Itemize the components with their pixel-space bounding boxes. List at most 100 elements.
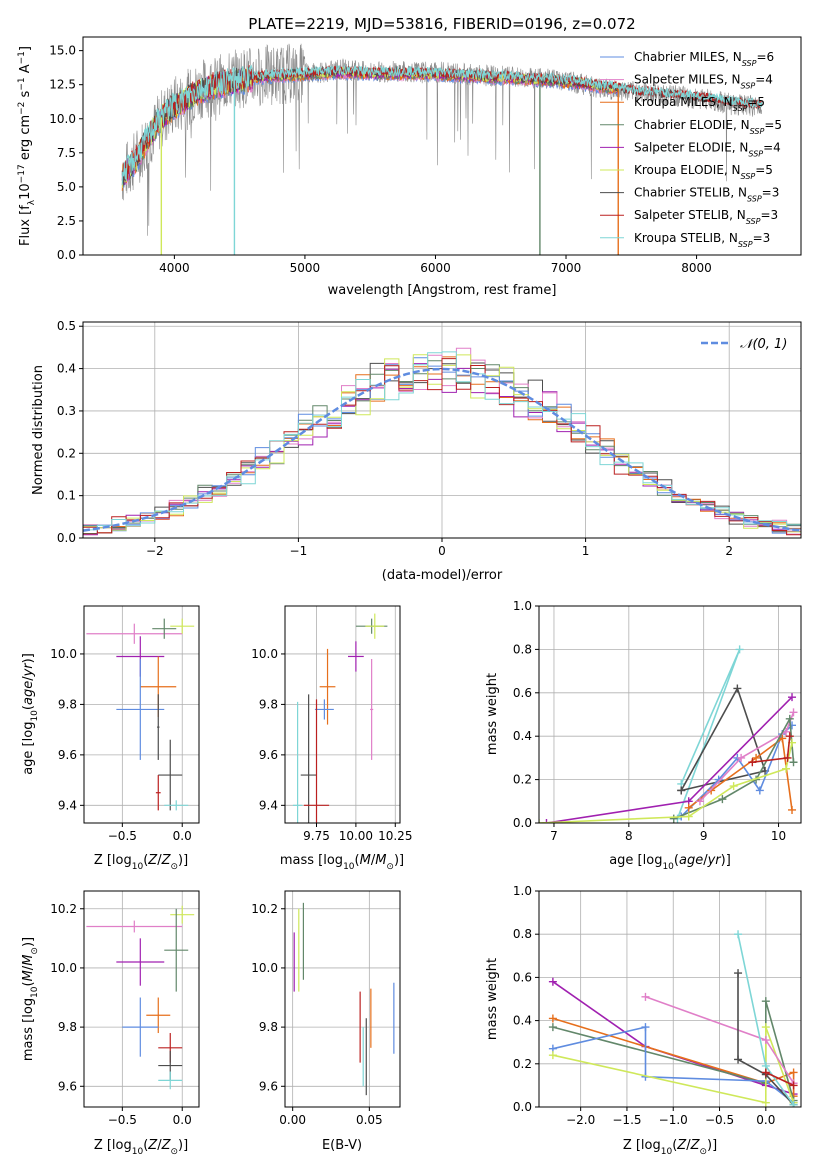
y-tick-label: 9.8 [58, 697, 77, 711]
errorbar-point [348, 641, 364, 672]
massweight-marker [735, 645, 744, 654]
x-tick-label: −0.5 [108, 1113, 137, 1127]
massweight-marker [684, 812, 693, 821]
y-tick-label: 10.0 [50, 647, 77, 661]
y-tick-label: 10.0 [251, 961, 278, 975]
legend-subscript: SSP [738, 239, 753, 248]
massweight-vs-age-panel: 7 8 9 10 0.0 0.2 0.4 0.6 0.8 1.0 age [log10(age/y… [485, 599, 802, 872]
massweight-marker [789, 1068, 798, 1077]
massweight-vs-metallicity-panel: −2.0 −1.5 −1.0 −0.5 0.0 0.0 0.2 0.4 0.6 0.8 1.0 Z … [485, 884, 802, 1157]
x-tick-label: 9.75 [303, 829, 330, 843]
massweight-marker [788, 805, 797, 814]
mass-vs-extinction-panel: 0.00 0.05 9.6 9.8 10.0 10.2 E(B-V) [251, 890, 401, 1153]
errorbar-point [158, 739, 183, 811]
y-tick-label: 9.6 [259, 1079, 278, 1093]
x-tick-label: −0.5 [705, 1113, 734, 1127]
y-tick-label: 0.0 [57, 531, 76, 545]
errorbar-point [292, 701, 303, 823]
x-tick-label: 0.05 [356, 1113, 383, 1127]
massweight-vs-age-frame [538, 605, 802, 824]
legend-value: =5 [755, 163, 773, 177]
y-tick-label: 0.4 [513, 729, 532, 743]
massweight-marker [734, 1055, 743, 1064]
massweight-marker [641, 992, 650, 1001]
errorbar-point [86, 920, 183, 933]
mass-vs-Z-axes: −0.5 0.0 9.6 9.8 10.0 10.2 [50, 902, 191, 1127]
errorbar-point [152, 618, 177, 639]
massweight-marker [684, 803, 693, 812]
massweight-vs-age-ylabel: mass weight [485, 673, 500, 755]
y-tick-label: 0.2 [57, 446, 76, 460]
x-tick-label: 5000 [290, 261, 321, 275]
legend-value: =6 [756, 50, 774, 64]
massweight-vs-metallicity-ylabel: mass weight [485, 958, 500, 1040]
errorbar-point [157, 694, 160, 760]
mass-vs-metallicity-xlabel: Z [log10(Z/Z⊙)] [94, 1138, 188, 1157]
massweight-marker [641, 1023, 650, 1032]
massweight-marker [733, 684, 742, 693]
y-tick-label: 0.2 [513, 773, 532, 787]
x-tick-label: 0.00 [279, 1113, 306, 1127]
massweight-marker [789, 1100, 798, 1107]
model-spectrum-line [121, 64, 763, 186]
mass-vs-metallicity-frame [83, 890, 200, 1108]
legend-value: =3 [762, 186, 780, 200]
figure-title: PLATE=2219, MJD=53816, FIBERID=0196, z=0… [248, 15, 635, 33]
errorbar-point [116, 938, 165, 986]
massweight-marker [789, 1081, 798, 1090]
errorbar-point [170, 905, 195, 924]
legend-subscript: SSP [741, 81, 756, 90]
massweight-marker [761, 1068, 770, 1077]
spectrum-panel: 4000 5000 6000 7000 8000 0.0 2.5 5.0 7.5 10.0 12.5… [17, 36, 802, 298]
y-tick-label: 0.6 [513, 970, 532, 984]
y-tick-label: 0.6 [513, 686, 532, 700]
age-vs-Z-axes: −0.5 0.0 9.4 9.6 9.8 10.0 [50, 647, 191, 843]
spectrum-ylabel: Flux [fλ10−17 erg cm−2 s−1 A−1] [17, 46, 37, 246]
errorbar-point [158, 1071, 183, 1090]
y-tick-label: 9.4 [58, 798, 77, 812]
x-tick-label: 8 [625, 829, 633, 843]
errorbar-point [86, 623, 183, 644]
spectrum-frame [82, 36, 802, 256]
normal-curve-legend-label: 𝒩(0, 1) [740, 337, 787, 352]
mass-vs-EBV-axes: 0.00 0.05 9.6 9.8 10.0 10.2 [251, 902, 382, 1127]
y-tick-label: 0.4 [57, 362, 76, 376]
massweight-line [680, 686, 767, 792]
massweight-vs-Z-plot-area [539, 891, 801, 1107]
mass-vs-extinction-frame [284, 890, 401, 1108]
massweight-marker [548, 1014, 557, 1023]
residuals-axes: −2 −1 0 1 2 0.0 0.1 0.2 0.3 0.4 0.5 [57, 319, 733, 558]
age-vs-mass-frame [284, 605, 401, 824]
massweight-marker [548, 1051, 557, 1060]
massweight-line [737, 973, 795, 1106]
x-tick-label: 0 [438, 544, 446, 558]
age-vs-Z-plot-area [84, 606, 199, 823]
y-tick-label: 0.0 [513, 816, 532, 830]
y-tick-label: 9.4 [259, 798, 278, 812]
y-tick-label: 9.6 [58, 1079, 77, 1093]
massweight-vs-Z-axes: −2.0 −1.5 −1.0 −0.5 0.0 0.0 0.2 0.4 0.6 0.8 1.0 [513, 884, 775, 1127]
x-tick-label: 10 [771, 829, 786, 843]
legend-label: Salpeter STELIB, NSSP=3 [634, 208, 778, 226]
legend-label: Chabrier MILES, NSSP=6 [634, 50, 774, 68]
legend-subscript: SSP [746, 217, 761, 226]
y-tick-label: 0.3 [57, 404, 76, 418]
y-tick-label: 5.0 [57, 180, 76, 194]
legend-value: =4 [755, 73, 773, 87]
errorbar-point [122, 997, 159, 1057]
errorbar-point [314, 699, 334, 720]
x-tick-label: 8000 [681, 261, 712, 275]
legend-label: Kroupa MILES, NSSP=5 [634, 95, 765, 113]
x-tick-label: −0.5 [108, 829, 137, 843]
x-tick-label: −1.0 [659, 1113, 688, 1127]
errorbar-point [303, 699, 330, 823]
errorbar-point [365, 613, 385, 639]
y-tick-label: 0.8 [513, 642, 532, 656]
massweight-marker [748, 758, 757, 767]
spectrum-legend: Chabrier MILES, NSSP=6 Salpeter MILES, NS… [600, 50, 782, 248]
legend-label: Salpeter MILES, NSSP=4 [634, 73, 773, 91]
errorbar-point [155, 775, 161, 811]
x-tick-label: 0.0 [173, 1113, 192, 1127]
y-tick-label: 0.4 [513, 1014, 532, 1028]
legend-subscript: SSP [741, 172, 756, 181]
